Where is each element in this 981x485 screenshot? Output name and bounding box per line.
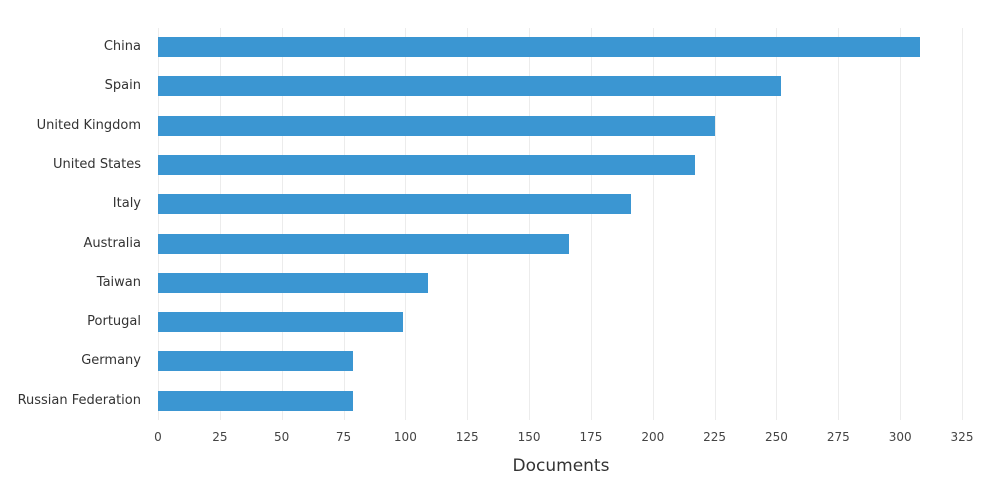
gridline — [529, 28, 531, 420]
y-category-label: China — [103, 39, 141, 54]
gridline — [343, 28, 345, 420]
y-category-label: Germany — [81, 353, 141, 369]
y-category-label: Italy — [112, 196, 141, 212]
gridline — [219, 28, 221, 420]
y-category-label: Spain — [104, 78, 141, 94]
bar[interactable] — [158, 351, 354, 372]
gridline — [714, 28, 716, 420]
x-tick-label: 300 — [888, 430, 912, 444]
x-tick-label: 225 — [703, 430, 727, 444]
gridline — [776, 28, 778, 420]
bar[interactable] — [158, 312, 403, 333]
bar[interactable] — [158, 272, 428, 293]
bar[interactable] — [158, 233, 569, 254]
x-tick-label: 0 — [154, 430, 162, 444]
gridline — [590, 28, 592, 420]
x-tick-label: 175 — [579, 430, 603, 444]
gridline — [900, 28, 902, 420]
x-tick-label: 275 — [826, 430, 850, 444]
x-tick-label: 100 — [393, 430, 417, 444]
x-tick-label: 125 — [455, 430, 479, 444]
y-category-label: United States — [52, 156, 141, 172]
gridline — [838, 28, 840, 420]
y-category-label: United Kingdom — [36, 117, 141, 133]
y-category-label: Portugal — [87, 314, 141, 330]
x-tick-label: 150 — [517, 430, 541, 444]
x-tick-label: 75 — [335, 430, 352, 444]
y-category-label: Australia — [83, 235, 141, 251]
x-tick-label: 25 — [212, 430, 228, 444]
x-axis-title: Documents — [512, 456, 610, 476]
x-tick-label: 200 — [641, 430, 665, 444]
gridline — [281, 28, 283, 420]
bar[interactable] — [158, 154, 695, 175]
gridline — [158, 28, 159, 420]
bar[interactable] — [158, 390, 354, 411]
gridline — [467, 28, 469, 420]
gridline — [652, 28, 654, 420]
bar[interactable] — [158, 76, 782, 97]
y-category-label: Russian Federation — [17, 392, 141, 408]
y-category-label: Taiwan — [96, 274, 141, 290]
x-tick-label: 50 — [274, 430, 290, 444]
bar[interactable] — [158, 115, 715, 136]
gridline — [962, 28, 963, 420]
bar[interactable] — [158, 194, 631, 215]
x-tick-label: 325 — [950, 430, 974, 444]
gridline — [405, 28, 407, 420]
x-tick-label: 250 — [765, 430, 788, 444]
bar[interactable] — [158, 37, 920, 57]
